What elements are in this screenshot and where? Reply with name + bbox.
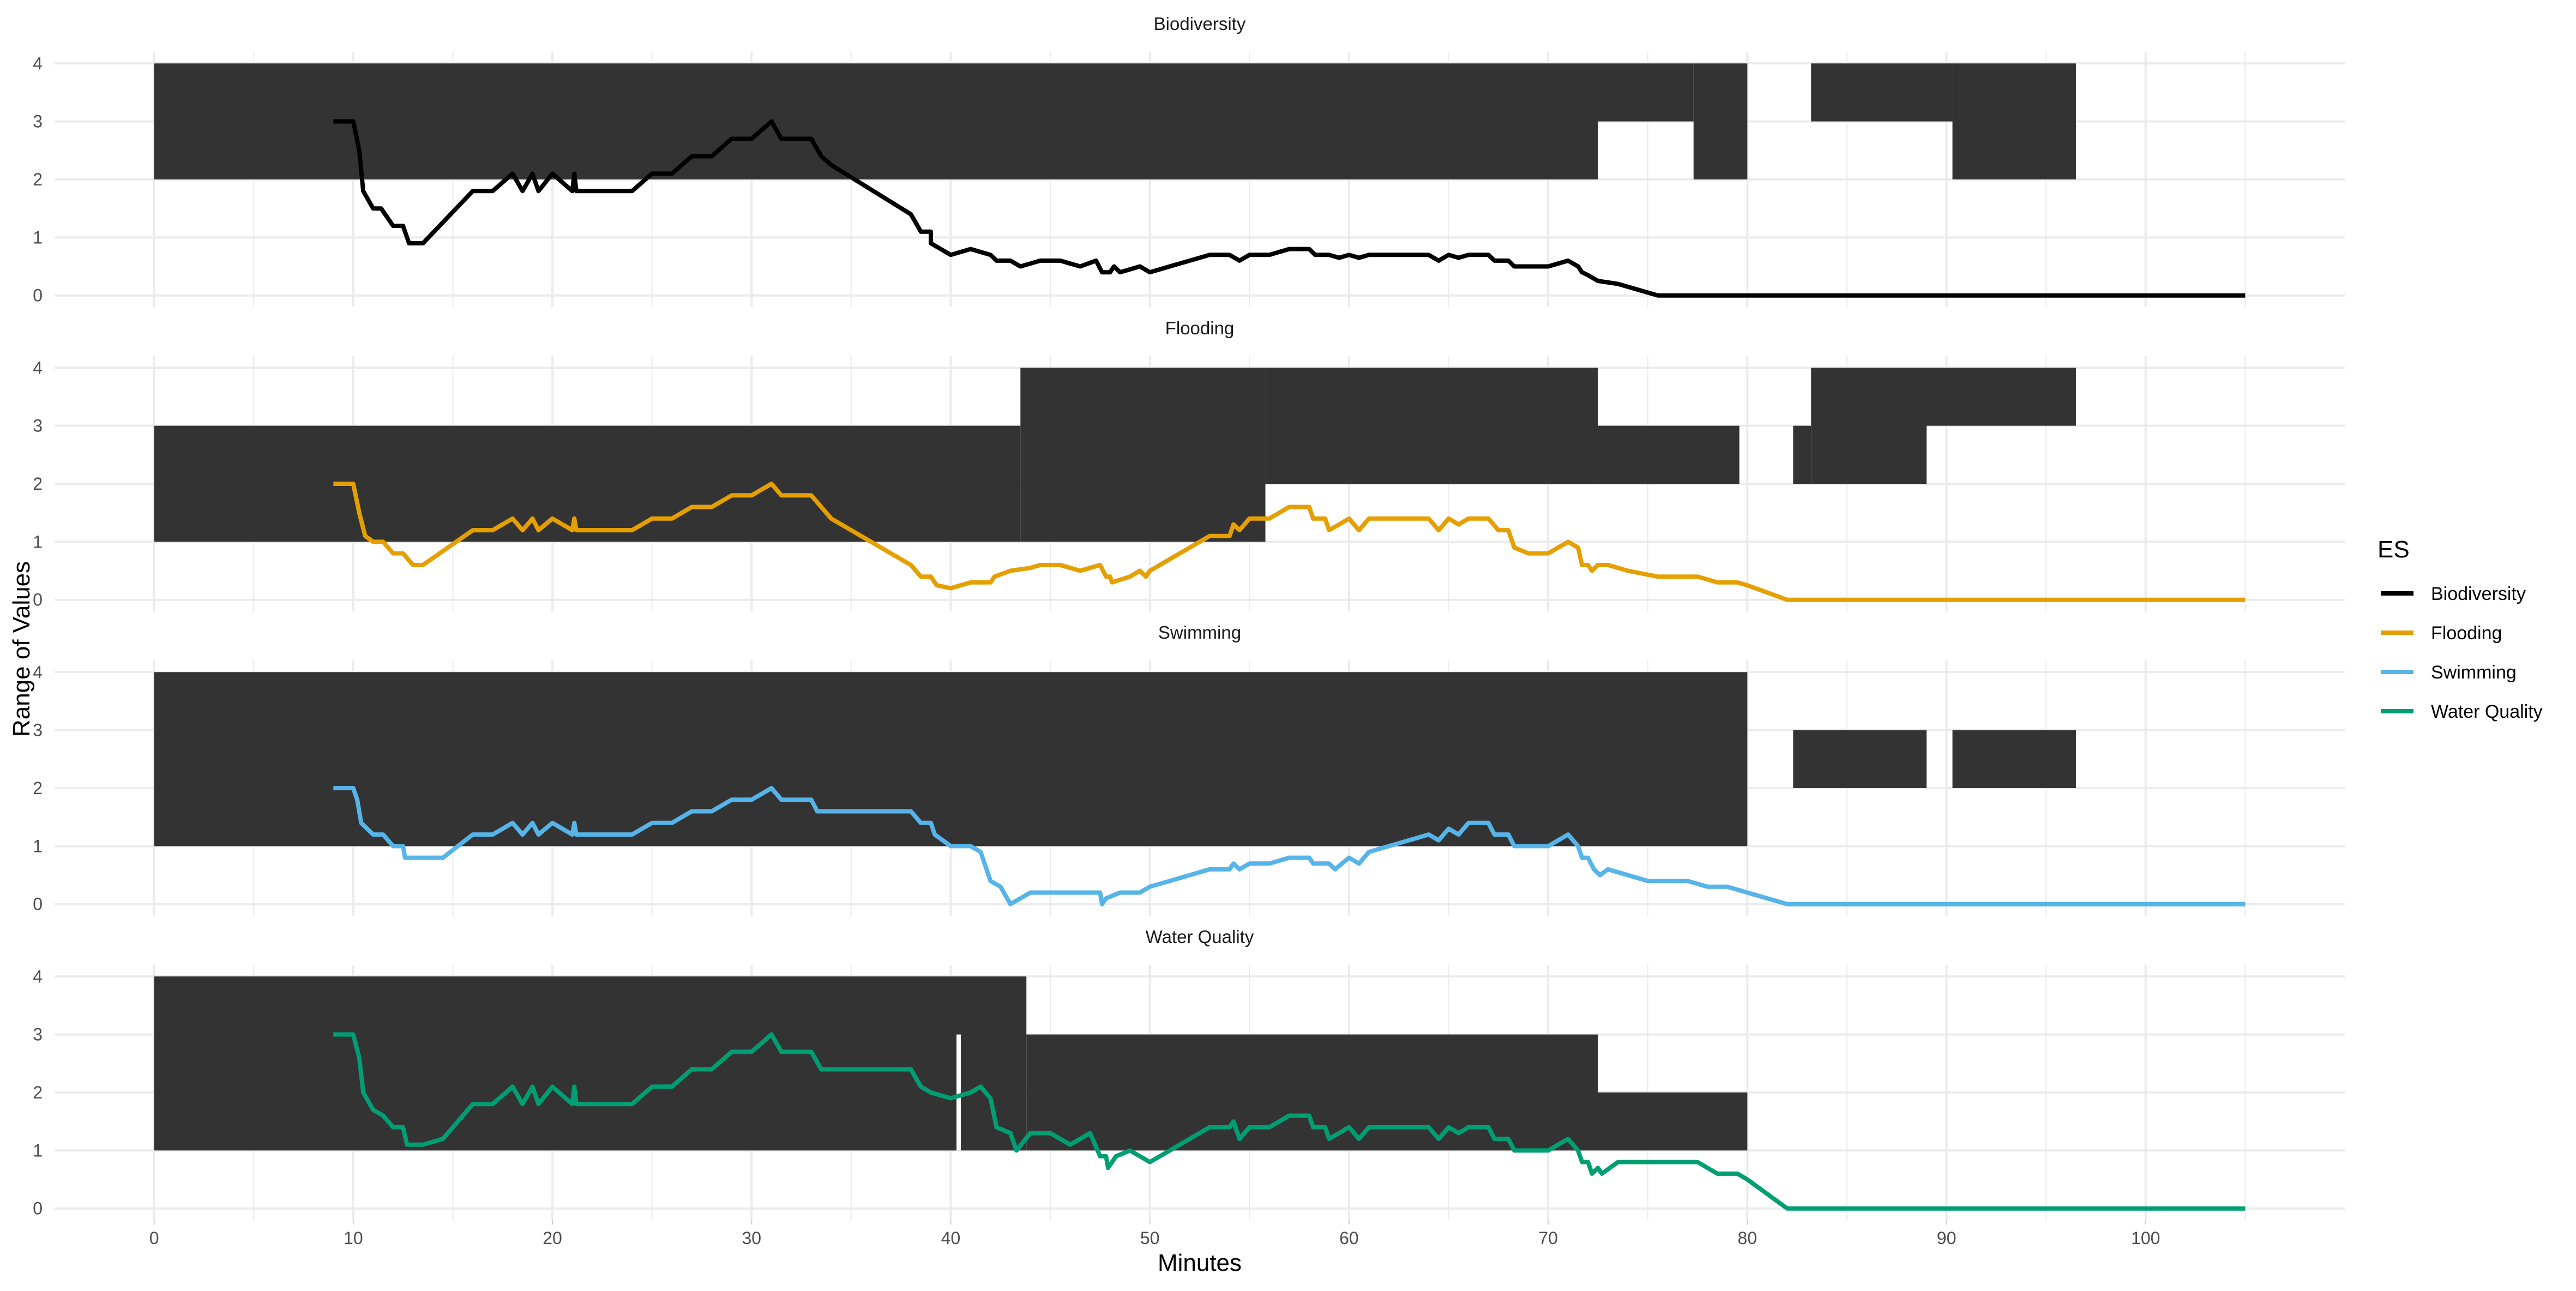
legend-label: Biodiversity	[2431, 584, 2526, 604]
y-tick-label: 1	[33, 836, 43, 856]
legend-label: Flooding	[2431, 623, 2502, 644]
range-band	[154, 976, 1027, 1151]
range-band	[1020, 368, 1266, 542]
y-tick-label: 2	[33, 778, 43, 798]
y-tick-label: 0	[33, 894, 43, 914]
y-tick-label: 2	[33, 170, 43, 189]
range-band	[1265, 368, 1598, 484]
y-tick-label: 3	[33, 1025, 43, 1044]
range-band	[1793, 730, 1927, 788]
legend-label: Water Quality	[2431, 701, 2543, 722]
y-tick-label: 1	[33, 1140, 43, 1160]
x-tick-label: 60	[1339, 1228, 1359, 1248]
x-tick-label: 90	[1937, 1228, 1957, 1248]
x-tick-label: 0	[149, 1228, 159, 1248]
x-tick-label: 100	[2131, 1228, 2160, 1248]
y-tick-label: 1	[33, 227, 43, 247]
range-band	[1693, 63, 1748, 179]
range-band	[1026, 1034, 1598, 1151]
y-tick-label: 3	[33, 720, 43, 740]
range-band	[1598, 1092, 1748, 1151]
range-band	[1598, 425, 1740, 484]
range-band	[1927, 368, 2076, 426]
x-tick-label: 80	[1738, 1228, 1758, 1248]
range-band	[1793, 425, 1811, 484]
legend-label: Swimming	[2431, 662, 2517, 683]
y-tick-label: 3	[33, 416, 43, 436]
series-line-swimming	[333, 786, 2246, 906]
y-axis-title: Range of Values	[8, 561, 35, 737]
legend-title: ES	[2378, 536, 2410, 563]
panel-title-flooding: Flooding	[1165, 318, 1235, 338]
y-tick-label: 4	[33, 53, 43, 73]
y-tick-label: 4	[33, 966, 43, 986]
range-band	[1598, 63, 1694, 122]
x-tick-label: 50	[1140, 1228, 1160, 1248]
y-tick-label: 4	[33, 662, 43, 682]
y-tick-label: 4	[33, 358, 43, 377]
range-band	[1952, 730, 2076, 788]
series-line-water-quality	[333, 1032, 2246, 1211]
y-tick-label: 3	[33, 112, 43, 131]
range-band	[154, 63, 1598, 179]
range-band	[154, 672, 1748, 846]
range-band	[1952, 63, 2076, 179]
series-line-biodiversity	[333, 119, 2246, 298]
y-tick-label: 0	[33, 1199, 43, 1218]
panel-title-water-quality: Water Quality	[1146, 927, 1254, 947]
y-tick-label: 2	[33, 474, 43, 494]
panel-title-biodiversity: Biodiversity	[1154, 14, 1246, 34]
range-band	[1811, 368, 1927, 484]
y-tick-label: 1	[33, 532, 43, 551]
x-tick-label: 20	[543, 1228, 562, 1248]
series-line-flooding	[333, 482, 2246, 602]
panel-title-swimming: Swimming	[1158, 622, 1241, 643]
x-tick-label: 40	[941, 1228, 961, 1248]
range-band-gap	[956, 1034, 961, 1151]
range-band	[154, 425, 1021, 542]
y-tick-label: 0	[33, 286, 43, 305]
x-tick-label: 10	[344, 1228, 363, 1248]
y-tick-label: 0	[33, 590, 43, 610]
x-axis-title: Minutes	[1158, 1250, 1242, 1276]
x-tick-label: 30	[742, 1228, 761, 1248]
x-tick-label: 70	[1538, 1228, 1558, 1248]
y-tick-label: 2	[33, 1083, 43, 1102]
range-band	[1811, 63, 1953, 122]
